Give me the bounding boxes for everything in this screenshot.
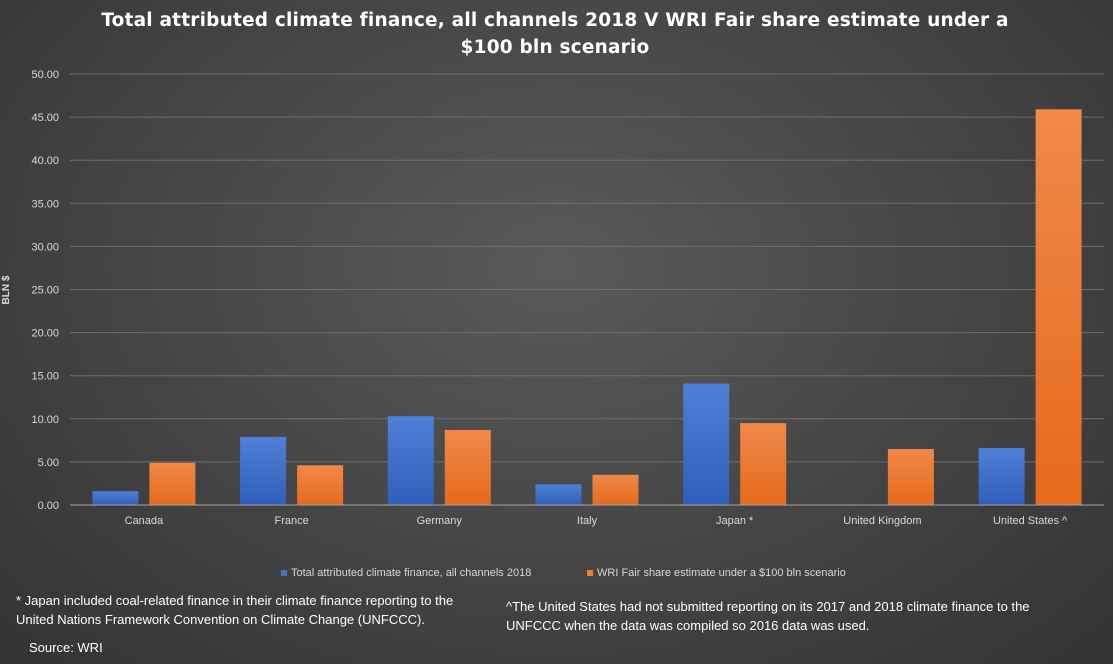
x-tick-label: Canada [125, 515, 164, 527]
legend-label-total-finance: Total attributed climate finance, all ch… [291, 567, 532, 579]
bar-total-finance-japan [683, 383, 730, 505]
x-tick-label: United Kingdom [843, 515, 921, 527]
legend-swatch-orange [587, 570, 593, 576]
y-tick-label: 30.00 [31, 241, 59, 253]
y-tick-label: 5.00 [38, 457, 59, 469]
x-tick-label: United States ^ [993, 515, 1068, 527]
us-footnote: ^The United States had not submitted rep… [506, 599, 1030, 633]
bar-fair-share-united-kingdom [887, 449, 934, 505]
y-tick-label: 35.00 [31, 198, 59, 210]
bar-total-finance-canada [92, 491, 139, 505]
y-axis-label: BLN $ [1, 275, 12, 304]
y-tick-label: 45.00 [31, 112, 59, 124]
bar-fair-share-canada [149, 462, 196, 505]
bar-fair-share-united-states [1035, 109, 1082, 506]
x-tick-label: Japan * [716, 515, 754, 527]
bar-total-finance-united-states [978, 448, 1025, 505]
y-tick-label: 15.00 [31, 371, 59, 383]
y-tick-label: 25.00 [31, 285, 59, 297]
x-tick-label: Italy [577, 515, 598, 527]
bar-fair-share-france [297, 465, 344, 505]
source-note: Source: WRI [29, 640, 103, 655]
y-tick-label: 0.00 [38, 500, 59, 512]
legend-swatch-blue [281, 570, 287, 576]
legend-item-fair-share: WRI Fair share estimate under a $100 bln… [587, 567, 846, 579]
japan-footnote: * Japan included coal-related finance in… [16, 593, 454, 627]
bar-total-finance-italy [535, 484, 582, 505]
y-tick-label: 40.00 [31, 155, 59, 167]
bar-fair-share-japan [740, 423, 787, 505]
bar-fair-share-italy [592, 474, 639, 505]
bar-total-finance-germany [387, 416, 434, 505]
bar-total-finance-france [240, 436, 287, 505]
y-tick-label: 20.00 [31, 328, 59, 340]
legend-label-fair-share: WRI Fair share estimate under a $100 bln… [597, 567, 846, 579]
chart-title: Total attributed climate finance, all ch… [101, 10, 1009, 58]
y-tick-label: 10.00 [31, 414, 59, 426]
legend-item-total-finance: Total attributed climate finance, all ch… [281, 567, 531, 579]
bar-chart: 0.00 5.00 10.00 15.00 20.00 25.00 30.00 35.00 40… [1, 69, 1104, 527]
x-tick-label: France [274, 515, 308, 527]
y-tick-label: 50.00 [31, 69, 59, 81]
x-tick-label: Germany [417, 515, 463, 527]
bar-fair-share-germany [444, 430, 491, 505]
